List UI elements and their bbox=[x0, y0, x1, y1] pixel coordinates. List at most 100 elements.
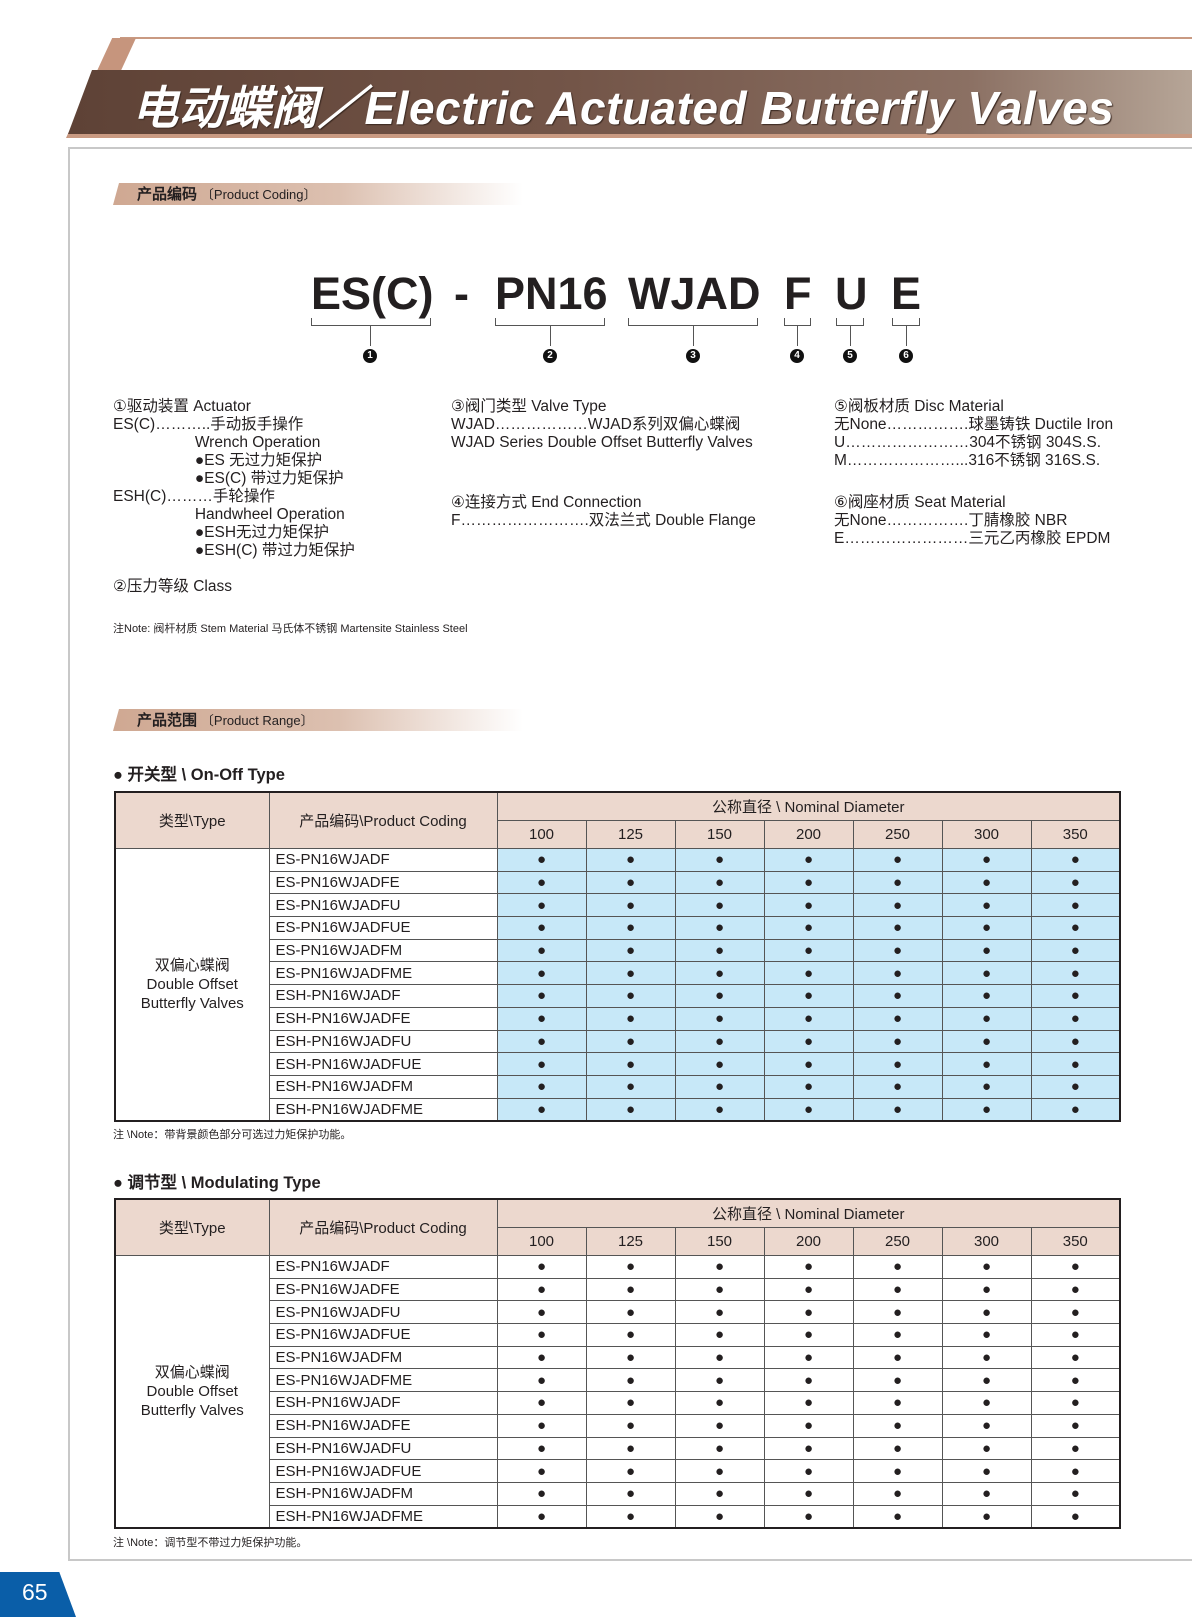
availability-mark: ● bbox=[941, 1300, 1032, 1325]
availability-mark: ● bbox=[585, 893, 676, 918]
availability-mark: ● bbox=[674, 1345, 765, 1370]
table-row: ESH-PN16WJADFE ● ● ● ● ● ● ● bbox=[115, 1006, 1121, 1031]
modulating-type-title: ● 调节型 \ Modulating Type bbox=[113, 1174, 321, 1192]
legend-line: ⑥阀座材质 Seat Material bbox=[834, 494, 1006, 511]
legend-disc-material: ⑤阀板材质 Disc Material 无None…………….球墨铸铁 Ducti… bbox=[834, 398, 1113, 470]
availability-mark: ● bbox=[763, 848, 854, 872]
product-code-cell: ES-PN16WJADFM bbox=[268, 938, 498, 963]
size-header: 350 bbox=[1030, 820, 1121, 849]
on-off-type-note: 注 \Note：带背景颜色部分可选过力矩保护功能。 bbox=[113, 1129, 352, 1141]
product-code-cell: ESH-PN16WJADFU bbox=[268, 1436, 498, 1461]
code-part-seat-material: E bbox=[891, 268, 922, 319]
availability-mark: ● bbox=[1030, 1436, 1121, 1461]
availability-mark: ● bbox=[852, 1255, 943, 1279]
legend-seat-material: ⑥阀座材质 Seat Material 无None…………….丁腈橡胶 NBR E…… bbox=[834, 494, 1110, 548]
legend-line: 无None…………….丁腈橡胶 NBR bbox=[834, 512, 1068, 529]
table-row: ES-PN16WJADFM ● ● ● ● ● ● ● bbox=[115, 1345, 1121, 1370]
table-row: ES-PN16WJADFME ● ● ● ● ● ● ● bbox=[115, 961, 1121, 986]
availability-mark: ● bbox=[585, 961, 676, 986]
availability-mark: ● bbox=[763, 916, 854, 940]
availability-mark: ● bbox=[1030, 916, 1121, 940]
availability-mark: ● bbox=[674, 1436, 765, 1461]
availability-mark: ● bbox=[1030, 1391, 1121, 1415]
availability-mark: ● bbox=[852, 1481, 943, 1506]
availability-mark: ● bbox=[496, 961, 587, 986]
table-row: ES-PN16WJADFE ● ● ● ● ● ● ● bbox=[115, 1277, 1121, 1302]
type-cell: 双偏心蝶阀 Double Offset Butterfly Valves bbox=[114, 848, 270, 1122]
availability-mark: ● bbox=[496, 1391, 587, 1415]
code-stem bbox=[693, 326, 694, 346]
availability-mark: ● bbox=[941, 1504, 1032, 1529]
code-stem bbox=[797, 326, 798, 346]
availability-mark: ● bbox=[674, 1323, 765, 1347]
legend-line: ①驱动装置 Actuator bbox=[113, 398, 251, 415]
code-bracket bbox=[311, 318, 431, 326]
product-code-cell: ESH-PN16WJADF bbox=[268, 984, 498, 1008]
availability-mark: ● bbox=[763, 1459, 854, 1483]
size-header: 100 bbox=[496, 1227, 587, 1256]
availability-mark: ● bbox=[1030, 1052, 1121, 1076]
size-header: 100 bbox=[496, 820, 587, 849]
stem-material-note: 注Note: 阀杆材质 Stem Material 马氏体不锈钢 Martens… bbox=[113, 623, 468, 635]
availability-mark: ● bbox=[585, 1391, 676, 1415]
availability-mark: ● bbox=[852, 1436, 943, 1461]
code-number-6: 6 bbox=[899, 349, 913, 363]
product-code-cell: ESH-PN16WJADFUE bbox=[268, 1459, 498, 1483]
availability-mark: ● bbox=[941, 961, 1032, 986]
availability-mark: ● bbox=[763, 1504, 854, 1529]
availability-mark: ● bbox=[1030, 893, 1121, 918]
legend-line: M…………………...316不锈钢 316S.S. bbox=[834, 452, 1101, 469]
availability-mark: ● bbox=[1030, 1097, 1121, 1122]
legend-valve-type: ③阀门类型 Valve Type WJAD………………WJAD系列双偏心蝶阀 WJA… bbox=[451, 398, 753, 452]
product-code-cell: ES-PN16WJADFM bbox=[268, 1345, 498, 1370]
availability-mark: ● bbox=[1030, 1459, 1121, 1483]
availability-mark: ● bbox=[496, 1436, 587, 1461]
availability-mark: ● bbox=[763, 1029, 854, 1054]
availability-mark: ● bbox=[1030, 1368, 1121, 1393]
table-row: ESH-PN16WJADFE ● ● ● ● ● ● ● bbox=[115, 1413, 1121, 1438]
code-number-2: 2 bbox=[543, 349, 557, 363]
availability-mark: ● bbox=[763, 1323, 854, 1347]
code-bracket bbox=[892, 318, 920, 326]
legend-line: WJAD Series Double Offset Butterfly Valv… bbox=[451, 434, 753, 451]
availability-mark: ● bbox=[496, 1277, 587, 1302]
section-title-en: 〔Product Coding〕 bbox=[200, 187, 317, 202]
legend-line: ESH(C)………手轮操作 bbox=[113, 488, 275, 505]
availability-mark: ● bbox=[1030, 1413, 1121, 1438]
availability-mark: ● bbox=[674, 1074, 765, 1099]
availability-mark: ● bbox=[1030, 984, 1121, 1008]
legend-line: ⑤阀板材质 Disc Material bbox=[834, 398, 1004, 415]
modulating-type-note: 注 \Note：调节型不带过力矩保护功能。 bbox=[113, 1537, 308, 1549]
availability-mark: ● bbox=[1030, 1029, 1121, 1054]
availability-mark: ● bbox=[941, 1391, 1032, 1415]
availability-mark: ● bbox=[1030, 1323, 1121, 1347]
availability-mark: ● bbox=[852, 1323, 943, 1347]
code-header: 产品编码\Product Coding bbox=[268, 1198, 498, 1256]
table-row: ES-PN16WJADFU ● ● ● ● ● ● ● bbox=[115, 1300, 1121, 1325]
availability-mark: ● bbox=[852, 870, 943, 895]
availability-mark: ● bbox=[1030, 938, 1121, 963]
availability-mark: ● bbox=[496, 1323, 587, 1347]
availability-mark: ● bbox=[1030, 1504, 1121, 1529]
type-label-line: 双偏心蝶阀 bbox=[154, 1364, 230, 1382]
availability-mark: ● bbox=[763, 893, 854, 918]
availability-mark: ● bbox=[763, 984, 854, 1008]
availability-mark: ● bbox=[496, 1074, 587, 1099]
availability-mark: ● bbox=[585, 870, 676, 895]
availability-mark: ● bbox=[763, 1097, 854, 1122]
availability-mark: ● bbox=[852, 938, 943, 963]
availability-mark: ● bbox=[496, 1481, 587, 1506]
size-header: 150 bbox=[674, 1227, 765, 1256]
modulating-type-table: 类型\Type 产品编码\Product Coding 公称直径 \ Nominal… bbox=[114, 1198, 1121, 1530]
availability-mark: ● bbox=[763, 1368, 854, 1393]
availability-mark: ● bbox=[585, 1436, 676, 1461]
size-header: 150 bbox=[674, 820, 765, 849]
availability-mark: ● bbox=[674, 893, 765, 918]
table-row: ESH-PN16WJADFUE ● ● ● ● ● ● ● bbox=[115, 1459, 1121, 1483]
availability-mark: ● bbox=[585, 1481, 676, 1506]
availability-mark: ● bbox=[496, 1368, 587, 1393]
availability-mark: ● bbox=[941, 893, 1032, 918]
product-code-cell: ESH-PN16WJADFU bbox=[268, 1029, 498, 1054]
availability-mark: ● bbox=[496, 1029, 587, 1054]
availability-mark: ● bbox=[496, 893, 587, 918]
